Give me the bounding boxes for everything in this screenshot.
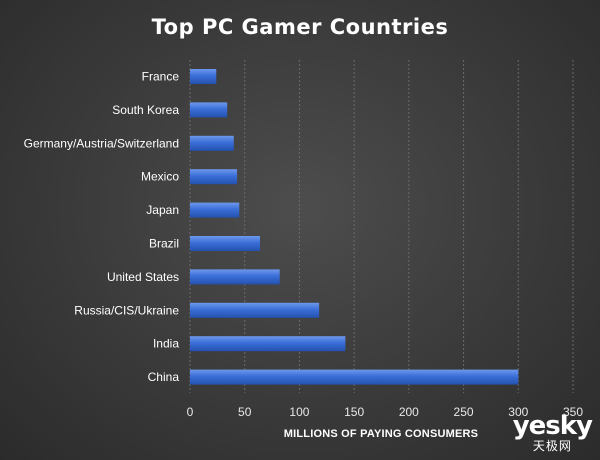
bar — [190, 102, 228, 118]
bar — [190, 336, 346, 352]
category-label: Russia/CIS/Ukraine — [74, 303, 179, 317]
bar — [190, 202, 240, 218]
category-labels: France South Korea Germany/Austria/Switzer… — [24, 70, 180, 385]
watermark-main: yesky — [512, 411, 593, 441]
bar — [190, 69, 217, 84]
category-label: United States — [107, 270, 179, 284]
bars — [190, 69, 519, 385]
category-label: France — [142, 70, 180, 84]
x-tick-label: 250 — [454, 405, 474, 419]
category-label: Brazil — [149, 237, 179, 251]
x-tick-labels: 0 50 100 150 200 250 300 350 — [187, 405, 584, 419]
category-label: Mexico — [141, 170, 179, 184]
x-tick-label: 50 — [238, 405, 252, 419]
x-tick-label: 150 — [344, 405, 364, 419]
bar — [190, 302, 320, 318]
bar — [190, 269, 280, 285]
x-tick-label: 100 — [289, 405, 309, 419]
x-tick-label: 200 — [399, 405, 419, 419]
category-label: India — [153, 337, 179, 351]
x-tick-label: 300 — [508, 405, 528, 419]
category-label: Japan — [146, 203, 179, 217]
x-axis-title: MILLIONS OF PAYING CONSUMERS — [284, 428, 478, 440]
bar — [190, 135, 234, 151]
bar — [190, 369, 519, 385]
bar — [190, 236, 261, 251]
chart-title: Top PC Gamer Countries — [152, 15, 449, 39]
yesky-watermark: yesky 天极网 — [512, 411, 593, 453]
x-tick-label: 350 — [563, 405, 583, 419]
x-tick-label: 0 — [187, 405, 194, 419]
category-label: China — [148, 370, 180, 384]
category-label: South Korea — [112, 103, 179, 117]
category-label: Germany/Austria/Switzerland — [24, 136, 179, 150]
watermark-sub: 天极网 — [532, 439, 572, 453]
bar — [190, 169, 238, 185]
